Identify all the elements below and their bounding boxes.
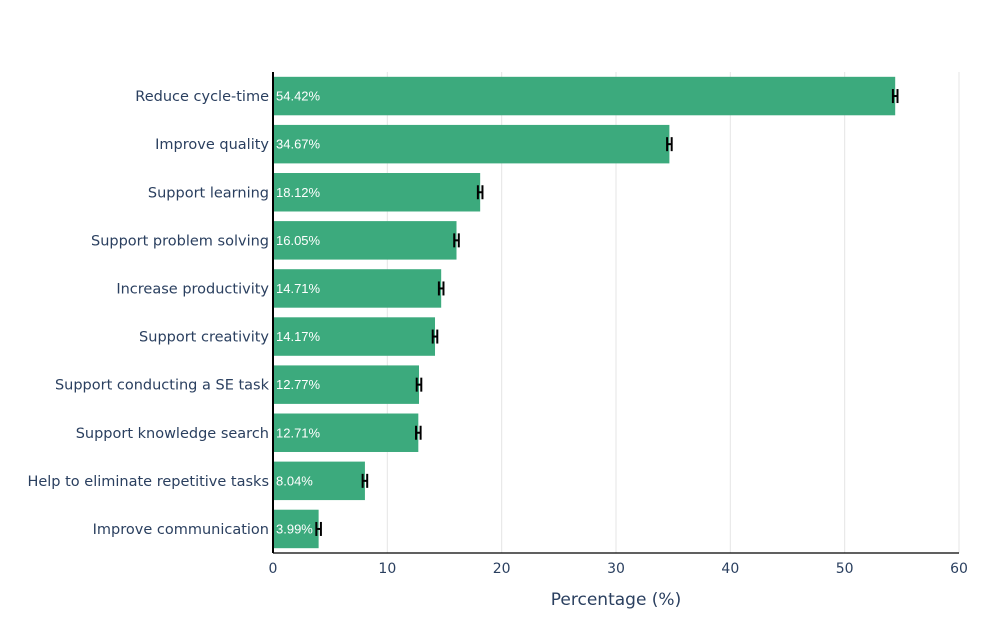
data-label: 54.42%	[276, 89, 321, 104]
bar	[273, 173, 481, 212]
data-label: 8.04%	[276, 473, 313, 488]
category-label: Improve quality	[155, 137, 269, 153]
x-tick-label: 30	[607, 561, 625, 577]
data-label: 14.17%	[276, 329, 321, 344]
category-label: Reduce cycle-time	[135, 89, 269, 105]
error-bar	[453, 233, 460, 248]
data-label: 3.99%	[276, 521, 313, 536]
bar	[273, 413, 419, 452]
error-bar	[315, 521, 322, 536]
error-bars	[315, 89, 899, 536]
error-bar	[415, 377, 423, 392]
x-tick-label: 50	[836, 561, 854, 577]
bar	[273, 461, 365, 501]
category-labels: Reduce cycle-time Improve quality Support …	[27, 89, 269, 538]
data-label: 14.71%	[276, 281, 321, 296]
bar	[273, 124, 670, 164]
data-labels: 54.42% 34.67% 18.12% 16.05% 14.71% 14.17% 12.7…	[276, 89, 321, 537]
category-label: Support conducting a SE task	[55, 378, 270, 394]
category-label: Support learning	[148, 185, 269, 201]
x-tick-label: 40	[721, 561, 739, 577]
bar	[273, 221, 457, 260]
error-bar	[476, 185, 484, 200]
x-tick-label: 60	[950, 561, 968, 577]
category-label: Improve communication	[93, 522, 269, 538]
data-label: 18.12%	[276, 185, 321, 200]
error-bar	[666, 137, 673, 152]
x-axis-title: Percentage (%)	[551, 590, 681, 610]
error-bar	[437, 281, 445, 296]
category-label: Increase productivity	[116, 281, 269, 297]
category-label: Support problem solving	[91, 233, 269, 249]
bar	[273, 365, 420, 404]
bar	[273, 317, 436, 356]
category-label: Support creativity	[139, 330, 269, 346]
x-tick-label: 0	[269, 561, 278, 577]
bar	[273, 269, 442, 308]
error-bar	[891, 89, 899, 104]
error-bar	[431, 329, 439, 344]
category-label: Help to eliminate repetitive tasks	[27, 474, 269, 490]
bar	[273, 76, 896, 116]
category-label: Support knowledge search	[76, 426, 269, 442]
x-tick-labels: 0 10 20 30 40 50 60	[269, 561, 968, 577]
bars	[273, 76, 896, 549]
error-bar	[361, 473, 369, 488]
x-tick-label: 10	[378, 561, 396, 577]
data-label: 16.05%	[276, 233, 321, 248]
x-tick-label: 20	[493, 561, 511, 577]
data-label: 12.77%	[276, 377, 321, 392]
error-bar	[415, 425, 422, 440]
data-label: 12.71%	[276, 425, 321, 440]
data-label: 34.67%	[276, 137, 321, 152]
bar	[273, 509, 319, 549]
